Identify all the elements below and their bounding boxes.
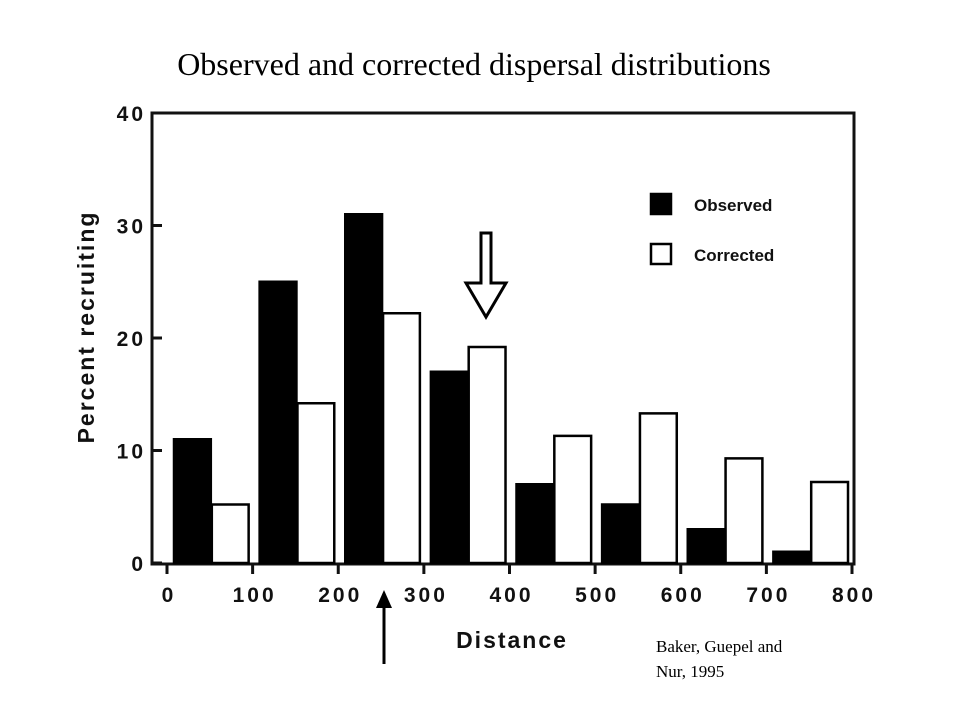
x-tick-label: 500 — [575, 584, 619, 607]
x-tick-label: 600 — [661, 584, 705, 607]
bar-observed-700 — [772, 550, 812, 565]
x-tick-label: 0 — [162, 584, 177, 607]
bar-corrected-0 — [210, 503, 250, 565]
bar-observed-300 — [429, 370, 469, 565]
bar-observed-200 — [344, 213, 384, 565]
citation-line-2: Nur, 1995 — [656, 662, 725, 681]
bar-corrected-500 — [638, 412, 679, 565]
x-tick-label: 800 — [832, 584, 876, 607]
x-tick-label: 300 — [404, 584, 448, 607]
bar-corrected-600 — [724, 457, 764, 565]
legend-label-observed: Observed — [694, 196, 772, 215]
x-tick-label: 400 — [489, 584, 533, 607]
y-tick-label: 10 — [117, 441, 146, 464]
bar-observed-600 — [686, 528, 726, 565]
bar-observed-0 — [172, 438, 213, 565]
y-axis-title: Percent recruiting — [73, 211, 99, 444]
x-axis-title: Distance — [456, 627, 568, 653]
bars-group — [172, 213, 850, 565]
y-axis: 0 10 20 30 40 — [117, 103, 162, 576]
slide-title: Observed and corrected dispersal distrib… — [177, 46, 771, 82]
legend-label-corrected: Corrected — [694, 246, 774, 265]
citation-line-1: Baker, Guepel and — [656, 637, 783, 656]
bar-corrected-700 — [809, 480, 850, 565]
citation: Baker, Guepel and Nur, 1995 — [656, 634, 866, 684]
bar-observed-100 — [258, 280, 298, 565]
solid-up-arrow-annotation — [376, 590, 392, 664]
y-tick-label: 30 — [117, 216, 146, 239]
y-tick-label: 40 — [117, 103, 146, 126]
bar-corrected-200 — [381, 312, 422, 565]
y-tick-label: 0 — [131, 553, 146, 576]
bar-corrected-300 — [467, 345, 507, 565]
bar-corrected-100 — [296, 402, 336, 565]
x-tick-label: 100 — [233, 584, 277, 607]
legend: Observed Corrected — [649, 192, 774, 266]
x-tick-label: 700 — [746, 584, 790, 607]
x-tick-label: 200 — [318, 584, 362, 607]
legend-swatch-observed — [649, 192, 673, 216]
bar-corrected-400 — [553, 434, 593, 565]
bar-observed-400 — [515, 483, 555, 565]
y-tick-label: 20 — [117, 328, 146, 351]
bar-observed-500 — [600, 503, 641, 565]
hollow-down-arrow-annotation — [463, 231, 509, 320]
legend-swatch-corrected — [649, 242, 673, 266]
x-axis: 0 100 200 300 400 500 600 700 800 — [162, 564, 876, 607]
